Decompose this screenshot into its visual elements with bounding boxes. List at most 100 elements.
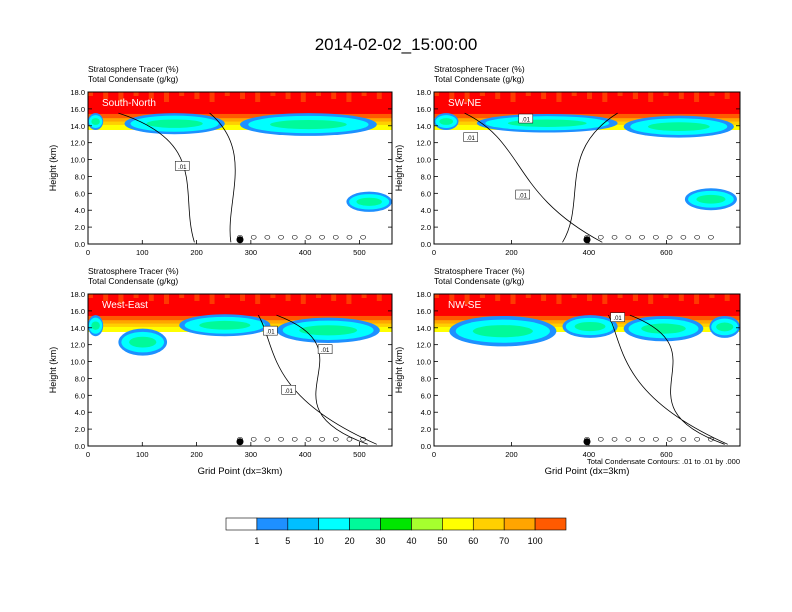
tracer-texture [556,294,562,304]
x-tick-label: 400 [299,450,312,459]
y-tick-label: 12.0 [416,341,431,350]
colorbar-swatch [534,517,567,531]
contour-label-box [281,385,296,395]
tracer-texture [485,294,491,299]
x-tick-label: 200 [505,248,518,257]
tracer-texture [169,92,175,103]
y-tick-label: 6.0 [421,189,431,198]
tracer-texture [638,294,644,302]
location-marker [583,438,591,446]
heatmap-field [88,294,392,446]
x-tick-label: 0 [432,248,436,257]
tracer-texture [602,92,608,102]
tracer-band-2 [88,113,392,120]
surface-contour [264,234,271,240]
x-tick-label: 200 [505,450,518,459]
tracer-texture [341,294,347,303]
tracer-texture [474,294,480,306]
tracer-texture [678,294,684,301]
tracer-texture [587,92,593,99]
tracer-texture [719,294,725,300]
surface-contour [319,436,325,442]
heatmap-field [434,294,740,446]
tracer-texture [541,294,547,301]
tracer-texture [699,92,705,103]
tracer-texture [694,92,700,102]
tracer-blob-core [129,336,157,348]
y-tick-label: 12.0 [70,139,85,148]
tracer-texture [199,294,205,302]
colorbar-label: 30 [376,536,386,546]
tracer-texture [561,92,567,103]
tracer-texture [321,294,327,299]
tracer-texture [250,92,256,101]
contour-label: .01 [519,194,528,200]
tracer-texture [434,92,440,96]
tracer-texture [449,294,455,301]
tracer-texture [515,92,521,103]
tracer-texture [245,92,251,100]
section-label: West-East [102,300,148,311]
tracer-texture [270,92,276,96]
tracer-texture [469,294,475,305]
heatmap-field [434,92,740,244]
y-tick-label: 18.0 [70,290,85,299]
surface-contour [680,234,687,240]
tracer-texture [224,92,230,96]
tracer-texture [500,92,506,100]
tracer-texture [204,92,210,101]
tracer-texture [148,294,154,301]
y-tick-label: 8.0 [421,374,431,383]
tracer-texture [143,92,149,98]
tracer-texture [280,294,286,300]
tracer-texture [133,92,139,96]
tracer-texture [464,294,470,304]
tracer-texture [98,294,104,300]
tracer-texture [229,294,235,299]
tracer-texture [648,92,654,102]
colorbar-label: 60 [468,536,478,546]
tracer-texture [449,92,455,99]
tracer-texture [189,294,195,300]
surface-contour [332,436,339,442]
y-tick-label: 6.0 [75,391,85,400]
y-tick-label: 8.0 [75,374,85,383]
tracer-texture [439,92,445,97]
x-tick-label: 400 [583,248,596,257]
y-tick-label: 12.0 [70,341,85,350]
tracer-texture [459,92,465,101]
x-axis-label: Grid Point (dx=3km) [198,466,283,477]
panel-title-line2: Total Condensate (g/kg) [88,276,178,286]
tracer-texture [113,92,119,101]
colorbar-swatch [318,517,350,531]
tracer-texture [592,92,598,100]
x-tick-label: 100 [136,450,149,459]
section-label: SW-NE [448,98,481,109]
tracer-texture [714,92,720,97]
tracer-blob-core [716,322,734,332]
tracer-texture [174,294,180,306]
colorbar-label: 40 [406,536,416,546]
tracer-texture [525,92,531,96]
tracer-texture [439,294,445,299]
panel-title-line1: Stratosphere Tracer (%) [88,266,179,276]
x-tick-label: 600 [660,248,673,257]
surface-contour [694,234,700,240]
tracer-texture [729,92,735,100]
tracer-texture [719,92,725,98]
contour-label: .01 [284,389,293,395]
colorbar-label: 70 [499,536,509,546]
tracer-texture [689,92,695,101]
tracer-texture [376,92,382,99]
y-tick-label: 4.0 [421,408,431,417]
tracer-texture [597,92,603,101]
x-tick-label: 0 [432,450,436,459]
surface-contour [305,436,312,442]
tracer-texture [546,294,552,302]
colorbar-label: 5 [285,536,290,546]
tracer-texture [361,294,367,298]
colorbar-label: 1 [254,536,259,546]
tracer-texture [295,294,301,303]
tracer-texture [275,294,281,299]
tracer-texture [341,92,347,101]
